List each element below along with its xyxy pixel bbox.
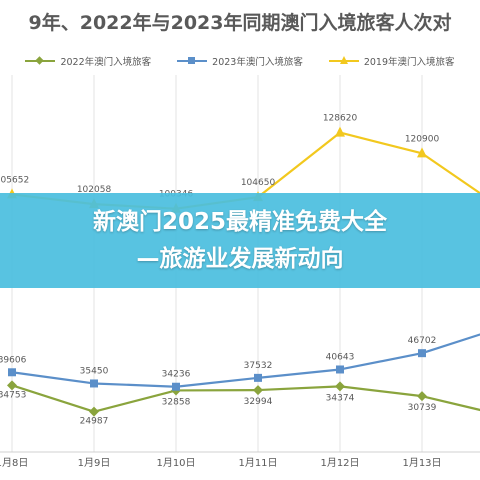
data-label: 32994 bbox=[244, 397, 273, 407]
data-label: 30739 bbox=[408, 403, 437, 413]
data-point bbox=[417, 147, 427, 158]
data-label: 34753 bbox=[0, 390, 26, 400]
data-point bbox=[335, 126, 345, 137]
overlay-line-1: 新澳门2025最精准免费大全 bbox=[92, 208, 387, 235]
data-label: 34374 bbox=[326, 393, 355, 403]
data-label: 32858 bbox=[162, 397, 191, 407]
data-label: 128620 bbox=[323, 114, 358, 124]
data-point bbox=[417, 391, 427, 402]
data-point bbox=[8, 368, 16, 377]
legend-label-2023: 2023年澳门入境旅客 bbox=[212, 57, 303, 68]
chart-title: 9年、2022年与2023年同期澳门入境旅客人次对 bbox=[28, 12, 452, 34]
data-label: 102058 bbox=[77, 185, 112, 195]
x-tick-label: 1月11日 bbox=[238, 457, 277, 469]
data-point bbox=[254, 373, 262, 382]
legend-label-2022: 2022年澳门入境旅客 bbox=[60, 57, 152, 68]
data-label: 105652 bbox=[0, 175, 29, 185]
data-label: 104650 bbox=[241, 178, 276, 188]
legend-label-2019: 2019年澳门入境旅客 bbox=[363, 57, 455, 68]
x-tick-label: 1月8日 bbox=[0, 457, 28, 469]
data-label: 34236 bbox=[162, 370, 191, 380]
data-point bbox=[89, 406, 99, 417]
data-point bbox=[172, 382, 180, 391]
overlay-banner: 新澳门2025最精准免费大全 —旅游业发展新动向 bbox=[0, 193, 480, 288]
data-point bbox=[336, 365, 344, 374]
data-label: 39606 bbox=[0, 355, 27, 365]
data-label: 40643 bbox=[326, 352, 355, 362]
data-label: 120900 bbox=[405, 134, 440, 144]
legend-item-2019: 2019年澳门入境旅客 bbox=[328, 52, 455, 70]
legend-item-2022: 2022年澳门入境旅客 bbox=[25, 52, 151, 70]
x-tick-label: 1月13日 bbox=[402, 457, 441, 469]
overlay-line-2: —旅游业发展新动向 bbox=[136, 245, 344, 272]
data-point bbox=[90, 379, 98, 388]
legend-swatch-2019 bbox=[328, 56, 359, 66]
x-tick-label: 1月10日 bbox=[156, 457, 195, 469]
legend-swatch-2023 bbox=[177, 56, 208, 66]
x-tick-label: 1月9日 bbox=[78, 457, 111, 469]
data-point bbox=[335, 381, 345, 392]
x-tick-label: 1月12日 bbox=[320, 457, 359, 469]
data-label: 46702 bbox=[408, 336, 437, 346]
data-point bbox=[418, 349, 426, 358]
legend: 2022年澳门入境旅客 2023年澳门入境旅客 2019年澳门入境旅客 bbox=[0, 52, 480, 70]
data-label: 24987 bbox=[80, 417, 109, 427]
data-point bbox=[7, 380, 17, 391]
data-label: 35450 bbox=[80, 366, 109, 376]
data-point bbox=[253, 385, 263, 396]
data-label: 37532 bbox=[244, 361, 273, 371]
legend-item-2023: 2023年澳门入境旅客 bbox=[177, 52, 303, 70]
legend-swatch-2022 bbox=[25, 56, 56, 66]
